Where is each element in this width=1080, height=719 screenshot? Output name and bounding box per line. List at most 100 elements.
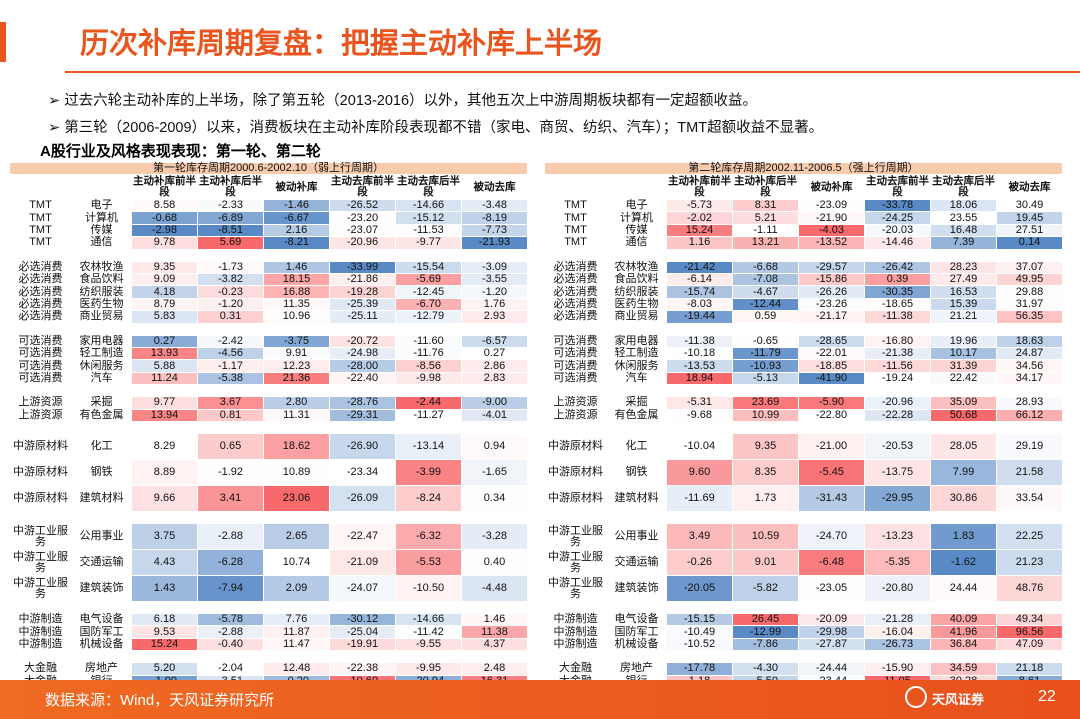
group-label: TMT	[10, 212, 72, 225]
value-cell: 15.24	[132, 638, 198, 652]
value-cell: 5.83	[132, 311, 198, 324]
column-header: 主动去库前半段	[865, 175, 931, 200]
group-label: 上游资源	[545, 397, 607, 410]
value-cell: -3.99	[396, 460, 462, 486]
value-cell: -9.00	[462, 397, 528, 410]
value-cell: 1.83	[931, 524, 997, 550]
value-cell: -26.26	[799, 286, 865, 299]
value-cell: -22.40	[330, 372, 396, 386]
industry-label: 通信	[72, 237, 132, 250]
column-header: 被动补库	[799, 175, 865, 200]
group-label: 中游工业服务	[545, 550, 607, 576]
value-cell: -3.82	[198, 274, 264, 287]
group-label: TMT	[10, 200, 72, 213]
group-label: 中游制造	[545, 626, 607, 639]
value-cell: -26.09	[330, 486, 396, 512]
value-cell: -7.08	[733, 274, 799, 287]
value-cell: -28.65	[799, 335, 865, 348]
industry-label: 有色金属	[72, 409, 132, 422]
value-cell: 13.94	[132, 409, 198, 422]
value-cell: -29.98	[799, 626, 865, 639]
group-label: 必选消费	[10, 311, 72, 324]
group-label: 中游制造	[10, 638, 72, 652]
value-cell: 3.41	[198, 486, 264, 512]
value-cell: -19.44	[667, 311, 733, 324]
value-cell: -24.44	[799, 663, 865, 676]
industry-label: 食品饮料	[72, 274, 132, 287]
value-cell: 8.79	[132, 298, 198, 312]
industry-label: 建筑装饰	[72, 576, 132, 602]
value-cell: 31.39	[931, 360, 997, 373]
group-label: 中游原材料	[10, 434, 72, 460]
value-cell: -6.57	[462, 335, 528, 348]
industry-label: 电气设备	[607, 614, 667, 627]
value-cell: 19.96	[931, 335, 997, 348]
value-cell: -26.52	[330, 200, 396, 213]
industry-label: 轻工制造	[72, 348, 132, 361]
value-cell: -2.33	[198, 200, 264, 213]
logo: 天风证券	[932, 692, 985, 707]
group-label: 大金融	[10, 663, 72, 676]
value-cell: -10.52	[667, 638, 733, 652]
industry-label: 纺织服装	[607, 286, 667, 299]
value-cell: -20.09	[799, 614, 865, 627]
value-cell: -23.05	[799, 576, 865, 602]
value-cell: 28.23	[931, 261, 997, 274]
value-cell: 0.27	[462, 348, 528, 361]
group-label: 必选消费	[545, 274, 607, 287]
value-cell: -11.79	[733, 348, 799, 361]
value-cell: -12.44	[733, 298, 799, 312]
group-label: TMT	[10, 237, 72, 250]
value-cell: -13.53	[667, 360, 733, 373]
industry-label: 电子	[607, 200, 667, 213]
industry-label: 机械设备	[72, 638, 132, 652]
group-label: 必选消费	[10, 274, 72, 287]
value-cell: 22.25	[997, 524, 1063, 550]
value-cell: 48.76	[997, 576, 1063, 602]
value-cell: -2.44	[396, 397, 462, 410]
value-cell: -27.87	[799, 638, 865, 652]
value-cell: -3.55	[462, 274, 528, 287]
value-cell: 9.78	[132, 237, 198, 250]
value-cell: 18.94	[667, 372, 733, 386]
value-cell: -24.07	[330, 576, 396, 602]
value-cell: 49.34	[997, 614, 1063, 627]
value-cell: -33.99	[330, 261, 396, 274]
value-cell: -8.56	[396, 360, 462, 373]
value-cell: 1.73	[733, 486, 799, 512]
value-cell: -5.38	[198, 372, 264, 386]
value-cell: 11.35	[264, 298, 330, 312]
value-cell: -20.53	[865, 434, 931, 460]
value-cell: -4.03	[799, 224, 865, 238]
value-cell: 22.42	[931, 372, 997, 386]
value-cell: 27.51	[997, 224, 1063, 238]
value-cell: -2.04	[198, 663, 264, 676]
value-cell: -6.32	[396, 524, 462, 550]
value-cell: 9.35	[132, 261, 198, 274]
value-cell: -9.68	[667, 409, 733, 422]
industry-label: 采掘	[607, 397, 667, 410]
value-cell: -8.03	[667, 298, 733, 312]
industry-label: 交通运输	[72, 550, 132, 576]
value-cell: 1.46	[462, 614, 528, 627]
value-cell: -7.73	[462, 224, 528, 238]
value-cell: 31.97	[997, 298, 1063, 312]
value-cell: 2.83	[462, 372, 528, 386]
group-label: 可选消费	[545, 335, 607, 348]
value-cell: -0.68	[132, 212, 198, 225]
value-cell: 9.35	[733, 434, 799, 460]
value-cell: 6.18	[132, 614, 198, 627]
industry-label: 通信	[607, 237, 667, 250]
value-cell: 5.20	[132, 663, 198, 676]
value-cell: 0.81	[198, 409, 264, 422]
group-label: 中游工业服务	[545, 576, 607, 602]
value-cell: 47.09	[997, 638, 1063, 652]
value-cell: -8.24	[396, 486, 462, 512]
industry-label: 建筑装饰	[607, 576, 667, 602]
group-label: 中游原材料	[545, 434, 607, 460]
value-cell: -23.09	[799, 200, 865, 213]
value-cell: -41.90	[799, 372, 865, 386]
value-cell: -9.77	[396, 237, 462, 250]
value-cell: -2.42	[198, 335, 264, 348]
value-cell: 0.40	[462, 550, 528, 576]
